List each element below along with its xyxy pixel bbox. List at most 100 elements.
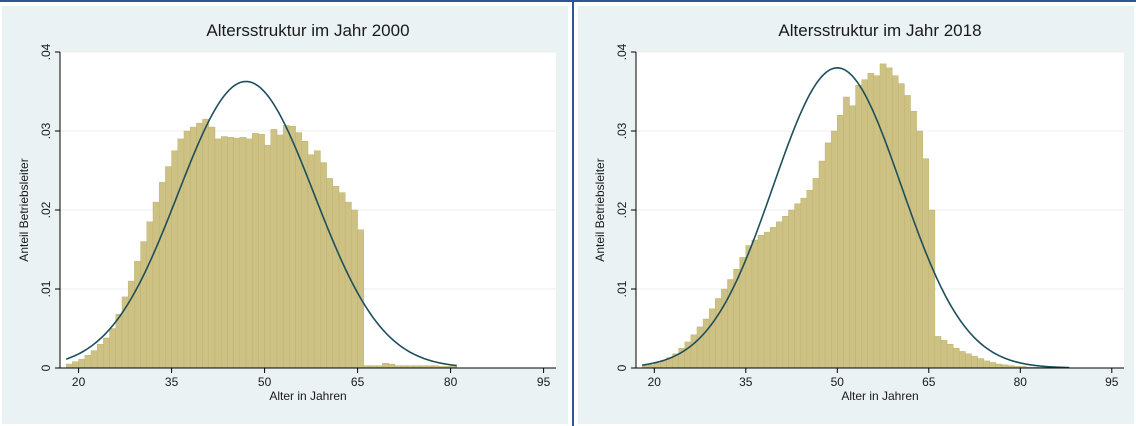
- y-tick-label: .01: [39, 280, 53, 297]
- histogram-bar: [702, 318, 710, 369]
- histogram-bar: [326, 178, 334, 369]
- histogram-bar: [382, 363, 389, 369]
- histogram-bar: [708, 308, 716, 369]
- histogram-bar: [769, 227, 777, 369]
- y-tick-label: .04: [615, 43, 629, 60]
- histogram-bar: [227, 137, 234, 369]
- histogram-bar: [806, 190, 814, 369]
- histogram-bar: [855, 84, 862, 369]
- histogram-bar: [843, 96, 850, 369]
- histogram-bar: [983, 360, 991, 369]
- histogram-bar: [782, 216, 789, 369]
- histogram-bar: [715, 298, 722, 369]
- histogram-bar: [879, 63, 887, 369]
- histogram-bar: [258, 133, 265, 369]
- histogram-bar: [189, 126, 197, 369]
- histogram-bar: [824, 142, 832, 369]
- histogram-bar: [140, 241, 148, 369]
- histogram-bar: [239, 137, 247, 369]
- histogram-bar: [959, 351, 966, 369]
- histogram-bar: [788, 209, 795, 369]
- histogram-bar: [233, 137, 241, 369]
- histogram-bar: [251, 133, 259, 369]
- y-tick-label: .04: [39, 43, 53, 60]
- histogram-bar: [696, 326, 704, 369]
- x-tick-label: 80: [444, 375, 458, 389]
- y-tick-label: 0: [615, 364, 629, 371]
- histogram-bar: [910, 111, 917, 369]
- x-tick-label: 95: [537, 375, 551, 389]
- normal-density-curve: [641, 67, 1070, 369]
- histogram-bar: [208, 126, 216, 369]
- histogram-bar: [313, 150, 321, 369]
- histogram-bar: [320, 162, 327, 369]
- histogram-bar: [245, 138, 253, 369]
- histogram-bar: [849, 105, 856, 369]
- y-tick-label: 0: [39, 364, 53, 371]
- histogram-bar: [934, 336, 942, 369]
- histogram-bar: [654, 363, 661, 369]
- x-tick-label: 35: [165, 375, 179, 389]
- histogram-bar: [989, 362, 997, 369]
- histogram-bar: [289, 126, 296, 369]
- histogram-bar: [812, 178, 820, 369]
- histogram-bar: [146, 221, 154, 369]
- histogram-bar: [202, 118, 210, 369]
- histogram-bar: [867, 73, 875, 369]
- y-tick-label: .02: [39, 201, 53, 218]
- x-tick-label: 80: [1014, 375, 1028, 389]
- panel-divider: [572, 0, 574, 426]
- histogram-bar: [103, 337, 110, 369]
- x-tick-label: 20: [72, 375, 86, 389]
- histogram-bar: [995, 363, 1003, 369]
- histogram-2000: 20 35 50 65 80 95 0 .01 .02 .03 .04 Altersstruktur …: [2, 6, 568, 424]
- chart-panel-2000: 20 35 50 65 80 95 0 .01 .02 .03 .04 Altersstruktur …: [2, 6, 568, 424]
- histogram-bar: [904, 95, 911, 369]
- histogram-bar: [885, 67, 893, 369]
- histogram-bar: [90, 350, 98, 369]
- y-tick-label: .03: [39, 122, 53, 139]
- histogram-bar: [338, 192, 346, 369]
- x-tick-label: 50: [831, 375, 845, 389]
- x-tick-label: 95: [1105, 375, 1119, 389]
- normal-density-curve: [65, 80, 457, 367]
- histogram-bar: [270, 129, 278, 369]
- histogram-bar: [214, 138, 222, 369]
- y-tick-label: .03: [615, 122, 629, 139]
- x-axis-label: Alter in Jahren: [841, 389, 918, 403]
- x-tick-label: 65: [922, 375, 936, 389]
- histogram-bar: [830, 130, 838, 369]
- histogram-bar: [745, 245, 753, 369]
- histogram-bar: [158, 182, 166, 369]
- y-tick-label: .01: [615, 280, 629, 297]
- histogram-bar: [78, 359, 86, 369]
- chart-title: Altersstruktur im Jahr 2018: [778, 21, 981, 40]
- histogram-bar: [763, 231, 771, 369]
- histogram-bar: [946, 344, 954, 369]
- y-tick-label: .02: [615, 201, 629, 218]
- histogram-bar: [109, 328, 117, 369]
- histogram-bar: [916, 130, 923, 369]
- histogram-bar: [96, 344, 104, 369]
- histogram-bar: [751, 239, 759, 369]
- histogram-bar: [940, 340, 948, 369]
- histogram-bar: [794, 203, 801, 369]
- histogram-bar: [757, 235, 765, 369]
- histogram-bar: [898, 83, 905, 369]
- histogram-bars: [65, 118, 458, 369]
- x-axis-label: Alter in Jahren: [269, 389, 346, 403]
- histogram-bar: [922, 158, 930, 369]
- y-axis-label: Anteil Betriebsleiter: [593, 158, 607, 261]
- histogram-bar: [971, 355, 978, 369]
- histogram-bar: [837, 114, 844, 369]
- histogram-2018: 20 35 50 65 80 95 0 .01 .02 .03 .04 Altersstruktur …: [578, 6, 1134, 424]
- histogram-bar: [388, 363, 396, 369]
- histogram-bar: [891, 75, 899, 369]
- x-tick-label: 50: [258, 375, 272, 389]
- top-border-line: [0, 0, 1136, 2]
- histogram-bar: [177, 138, 185, 369]
- histogram-bar: [72, 361, 79, 369]
- histogram-bar: [965, 353, 972, 369]
- chart-panel-2018: 20 35 50 65 80 95 0 .01 .02 .03 .04 Altersstruktur …: [578, 6, 1134, 424]
